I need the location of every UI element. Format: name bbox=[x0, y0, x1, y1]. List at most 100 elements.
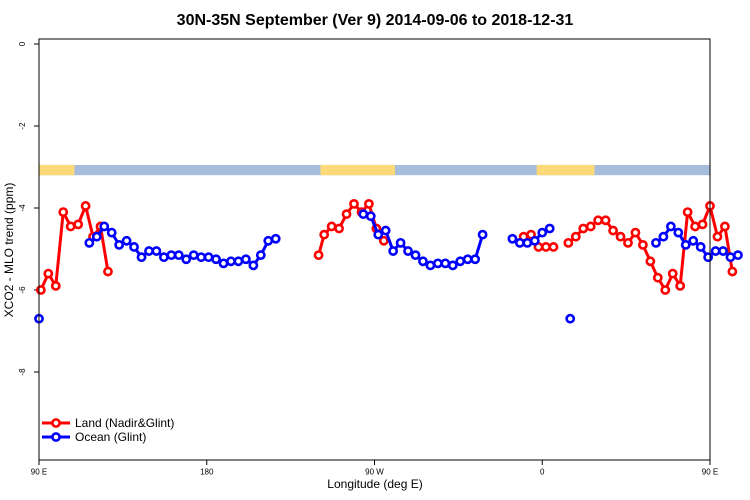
data-point bbox=[570, 231, 581, 242]
data-point bbox=[565, 313, 576, 324]
land-band bbox=[39, 164, 75, 176]
x-tick-label: 90 E bbox=[702, 468, 718, 477]
x-tick-label: 90 W bbox=[365, 468, 384, 477]
y-tick-label: -4 bbox=[18, 204, 27, 212]
data-point bbox=[378, 235, 389, 246]
data-point bbox=[638, 239, 648, 250]
data-point bbox=[541, 242, 551, 252]
data-point bbox=[248, 260, 259, 271]
data-point bbox=[136, 252, 147, 263]
data-point bbox=[682, 207, 693, 217]
data-point bbox=[695, 242, 706, 252]
y-tick-label: 0 bbox=[18, 41, 27, 46]
data-point bbox=[84, 237, 95, 248]
data-point bbox=[114, 239, 125, 250]
data-point bbox=[341, 209, 352, 220]
data-point bbox=[578, 223, 589, 234]
data-point bbox=[537, 227, 548, 238]
legend-marker bbox=[51, 418, 61, 428]
land-band bbox=[320, 164, 396, 176]
data-point bbox=[144, 246, 154, 256]
data-point bbox=[548, 242, 559, 252]
data-point bbox=[106, 227, 117, 238]
data-point bbox=[103, 266, 113, 277]
data-point bbox=[326, 221, 337, 232]
data-point bbox=[645, 256, 656, 267]
data-point bbox=[313, 250, 324, 261]
data-point bbox=[544, 223, 555, 234]
data-point bbox=[158, 252, 169, 263]
data-point bbox=[733, 250, 743, 261]
data-point bbox=[623, 237, 633, 248]
x-tick-label: 0 bbox=[540, 468, 545, 477]
data-point bbox=[585, 221, 596, 232]
data-point bbox=[514, 237, 525, 248]
data-point bbox=[447, 260, 458, 271]
data-point bbox=[43, 268, 54, 279]
data-point bbox=[727, 266, 738, 277]
data-point bbox=[529, 235, 540, 246]
data-point bbox=[173, 250, 184, 261]
data-point bbox=[470, 254, 481, 265]
data-point bbox=[129, 242, 139, 252]
data-point bbox=[50, 280, 61, 291]
data-point bbox=[35, 285, 46, 295]
data-point bbox=[196, 252, 207, 263]
data-point bbox=[388, 246, 399, 256]
data-point bbox=[425, 260, 436, 271]
plot-frame bbox=[38, 38, 711, 461]
data-point bbox=[507, 233, 518, 244]
legend: Land (Nadir&Glint)Ocean (Glint) bbox=[42, 416, 174, 444]
data-point bbox=[615, 231, 626, 242]
data-point bbox=[395, 237, 406, 248]
data-point bbox=[218, 258, 229, 269]
data-point bbox=[658, 231, 669, 242]
y-tick-label: -8 bbox=[18, 368, 27, 376]
land-band bbox=[536, 164, 595, 176]
axes: 90 E 180 90 W 0 90 E 0 -2 -4 -6 -8 bbox=[18, 41, 718, 476]
data-point bbox=[203, 252, 214, 263]
data-point bbox=[73, 219, 84, 230]
chart-title: 30N-35N September (Ver 9) 2014-09-06 to … bbox=[177, 12, 574, 29]
data-point bbox=[710, 246, 721, 256]
series-line bbox=[567, 204, 734, 292]
series-ocean-glint bbox=[34, 209, 743, 324]
data-point bbox=[725, 252, 736, 263]
data-point bbox=[91, 231, 102, 242]
data-point bbox=[151, 246, 162, 256]
data-point bbox=[380, 225, 391, 236]
data-point bbox=[630, 227, 641, 238]
y-tick-label: -6 bbox=[18, 286, 27, 294]
legend-label: Land (Nadir&Glint) bbox=[75, 416, 174, 430]
data-point bbox=[697, 219, 708, 230]
data-point bbox=[600, 215, 611, 226]
data-point bbox=[121, 235, 132, 246]
legend-label: Ocean (Glint) bbox=[75, 430, 146, 444]
data-point bbox=[675, 280, 686, 291]
data-point bbox=[608, 225, 618, 236]
data-point bbox=[690, 221, 700, 232]
data-point bbox=[166, 250, 177, 261]
legend-marker bbox=[51, 432, 61, 442]
data-point bbox=[65, 221, 76, 232]
data-point bbox=[703, 252, 714, 263]
data-point bbox=[319, 229, 330, 240]
y-tick-label: -2 bbox=[18, 122, 27, 130]
data-point bbox=[181, 254, 192, 265]
data-point bbox=[593, 215, 604, 226]
data-point bbox=[667, 268, 678, 279]
data-point bbox=[680, 239, 691, 250]
data-point bbox=[673, 227, 684, 238]
data-point bbox=[688, 235, 699, 246]
data-point bbox=[432, 258, 443, 269]
series-land-nadir-glint bbox=[35, 198, 738, 295]
data-point bbox=[211, 254, 221, 265]
data-point bbox=[403, 246, 413, 256]
data-point bbox=[226, 256, 236, 267]
data-point bbox=[563, 237, 574, 248]
data-point bbox=[358, 209, 369, 220]
data-point bbox=[58, 207, 69, 217]
data-point bbox=[334, 223, 344, 234]
data-point bbox=[99, 221, 110, 232]
